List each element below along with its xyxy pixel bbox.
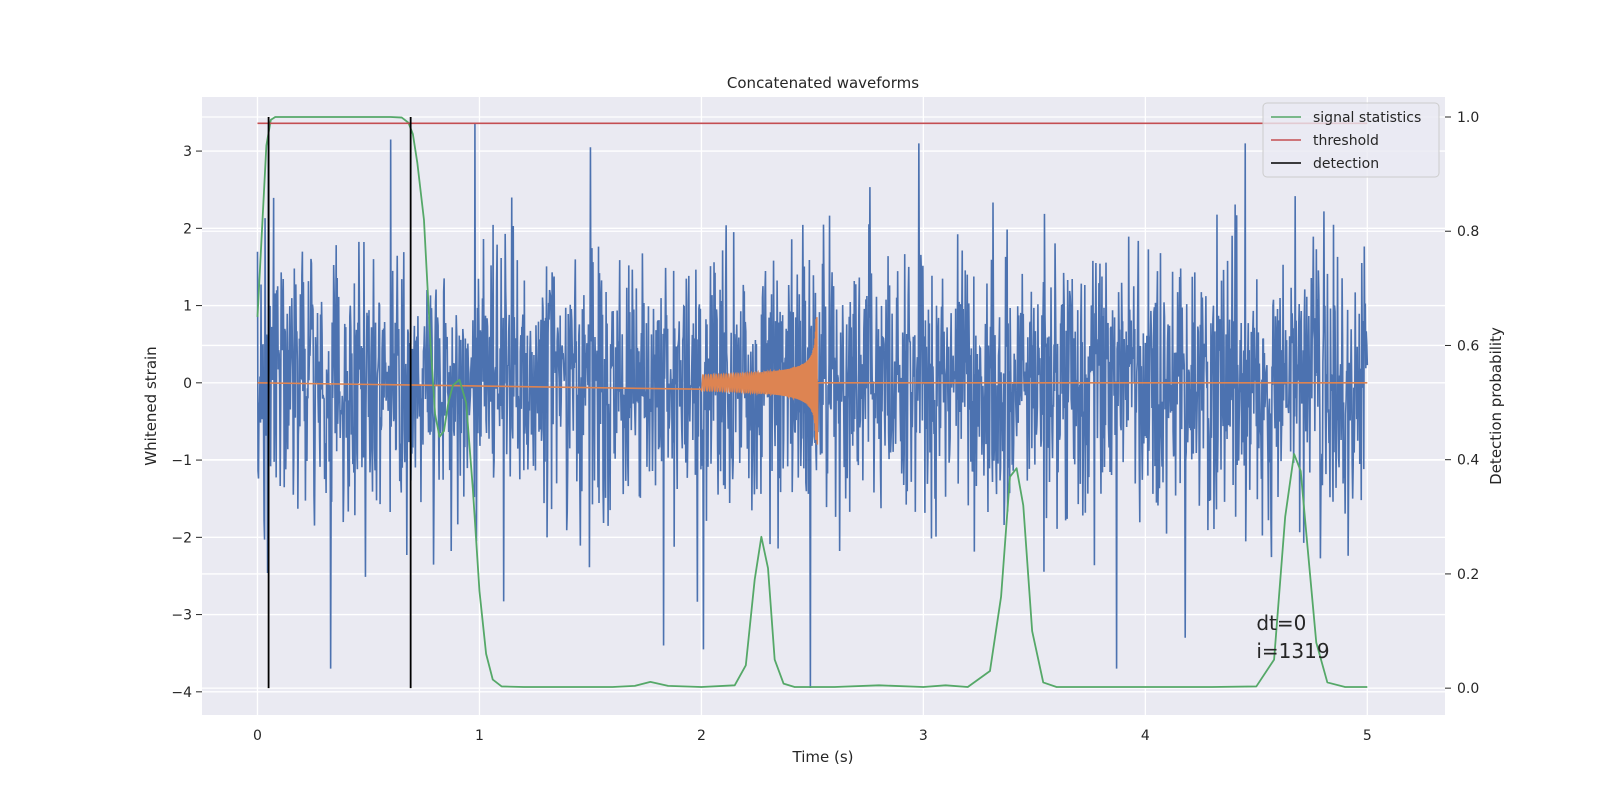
y-tick-label: −1: [171, 453, 192, 469]
x-tick-label: 1: [475, 728, 484, 744]
y-tick-label: 3: [183, 144, 192, 160]
annotation-line-dt: dt=0: [1256, 611, 1306, 635]
y-tick-label: −3: [171, 608, 192, 624]
y-axis-ticks: −4 −3 −2 −1 0 1 2 3: [171, 144, 202, 701]
x-tick-label: 2: [697, 728, 706, 744]
right-y-axis-ticks: 0.0 0.2 0.4 0.6 0.8 1.0: [1445, 110, 1479, 697]
right-y-tick-label: 0.4: [1457, 453, 1479, 469]
legend-label-threshold: threshold: [1313, 133, 1379, 149]
y-axis-label: Whitened strain: [142, 346, 160, 465]
legend-label-signal-statistics: signal statistics: [1313, 110, 1421, 126]
annotation-text: dt=0 i=1319: [1256, 611, 1329, 663]
y-tick-label: −2: [171, 530, 192, 546]
right-y-axis-label: Detection probability: [1487, 327, 1505, 485]
injected-chirp-line: [257, 317, 1368, 445]
strain-noise-line: [256, 124, 1369, 688]
x-axis-ticks: 0 1 2 3 4 5: [253, 728, 1372, 744]
y-tick-label: −4: [171, 685, 192, 701]
signal-statistics-line: [256, 116, 1368, 688]
legend-box: [1262, 102, 1440, 178]
x-tick-label: 5: [1363, 728, 1372, 744]
right-y-tick-label: 0.6: [1457, 338, 1479, 354]
x-tick-label: 0: [253, 728, 262, 744]
legend-label-detection: detection: [1313, 156, 1379, 172]
x-tick-label: 4: [1141, 728, 1150, 744]
y-tick-label: 2: [183, 221, 192, 237]
y-tick-label: 1: [183, 299, 192, 315]
right-y-tick-label: 1.0: [1457, 110, 1479, 126]
y-tick-label: 0: [183, 376, 192, 392]
annotation-line-i: i=1319: [1256, 639, 1329, 663]
x-axis-label: Time (s): [792, 748, 854, 766]
right-y-tick-label: 0.0: [1457, 681, 1479, 697]
legend: signal statistics threshold detection: [1262, 102, 1440, 178]
right-y-tick-label: 0.2: [1457, 567, 1479, 583]
right-y-tick-label: 0.8: [1457, 224, 1479, 240]
x-tick-label: 3: [919, 728, 928, 744]
chart-title: Concatenated waveforms: [727, 74, 919, 92]
series-layer: [256, 116, 1369, 689]
